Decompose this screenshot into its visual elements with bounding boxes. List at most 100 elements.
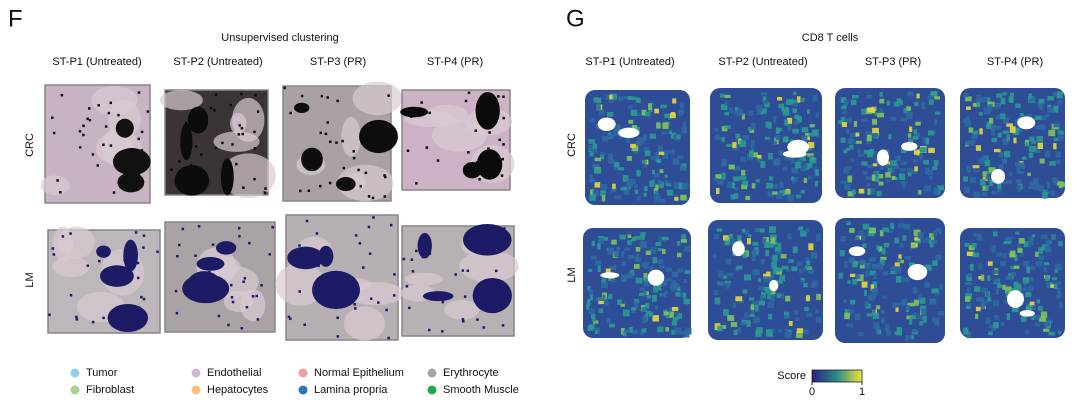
tissue-spot <box>931 288 939 293</box>
tissue-spot <box>753 318 761 324</box>
tissue-spot <box>993 148 1001 153</box>
tissue-spot <box>1000 322 1005 327</box>
tissue-spot <box>1028 152 1034 158</box>
legend-swatch <box>298 368 308 378</box>
tissue-spot <box>178 160 181 163</box>
tissue-spot <box>997 132 1002 138</box>
tissue-spot <box>591 313 596 320</box>
tissue-spot <box>91 153 95 156</box>
tissue-spot <box>666 189 674 196</box>
tissue-spot <box>865 176 872 181</box>
tissue-spot <box>787 233 792 240</box>
tissue-spot <box>733 329 739 335</box>
tissue-spot <box>353 303 356 306</box>
tissue-spot <box>854 236 860 240</box>
tissue-spot <box>454 273 457 276</box>
tissue-spot <box>767 190 775 197</box>
tissue-spot <box>996 283 1003 289</box>
tissue-spot <box>928 175 934 180</box>
tissue-region <box>96 245 111 258</box>
tissue-spot <box>1031 315 1035 320</box>
tissue-spot <box>965 116 970 122</box>
tissue-spot <box>724 101 728 106</box>
tissue-spot <box>1042 191 1048 199</box>
tissue-spot <box>882 227 889 232</box>
tissue-spot <box>645 111 651 117</box>
tissue-spot <box>486 100 489 103</box>
tissue-spot <box>342 166 346 170</box>
tissue-spot <box>315 232 319 235</box>
tissue-spot <box>371 196 375 200</box>
tissue-spot <box>1047 106 1054 113</box>
tissue-spot <box>69 232 72 235</box>
tissue-spot <box>966 274 972 281</box>
tissue-spot <box>913 129 918 135</box>
tissue-spot <box>751 139 756 146</box>
tissue-spot <box>1056 91 1063 99</box>
tissue-spot <box>917 232 924 239</box>
tissue-spot <box>1054 269 1058 273</box>
tissue-spot <box>230 283 233 287</box>
tissue-region <box>220 153 276 199</box>
tissue-spot <box>886 330 892 336</box>
tissue-spot <box>913 312 917 316</box>
tissue-spot <box>721 162 726 167</box>
tissue-spot <box>1004 286 1012 293</box>
tissue-spot <box>857 148 861 153</box>
tissue-spot <box>982 171 987 177</box>
tissue-spot <box>1046 182 1051 189</box>
tissue-spot <box>850 133 857 138</box>
tissue-spot <box>616 246 620 251</box>
tissue-spot <box>1010 250 1016 258</box>
tissue-spot <box>299 189 302 193</box>
tissue-spot <box>1010 265 1018 270</box>
tissue-spot <box>680 194 687 201</box>
tissue-spot <box>808 132 815 137</box>
tissue-spot <box>991 190 996 195</box>
tissue-spot <box>845 147 850 151</box>
tissue-spot <box>912 287 918 294</box>
tissue-spot <box>891 175 896 181</box>
tissue-spot <box>608 275 615 281</box>
tissue-spot <box>757 278 761 282</box>
tissue-spot <box>598 109 605 115</box>
tissue-spot <box>783 166 788 171</box>
tissue-spot <box>806 163 813 168</box>
tissue-spot <box>716 187 720 195</box>
tissue-spot <box>735 133 741 139</box>
tissue-spot <box>900 118 907 122</box>
tissue-spot <box>879 259 885 266</box>
tissue-spot <box>623 96 628 100</box>
tissue-spot <box>408 306 411 310</box>
tissue-spot <box>474 129 478 132</box>
tissue-spot <box>633 148 639 155</box>
tissue-spot <box>620 274 628 281</box>
tissue-spot <box>52 131 56 135</box>
tissue-spot <box>621 251 625 258</box>
tissue-spot <box>241 132 244 136</box>
tissue-spot <box>986 124 993 129</box>
tissue-spot <box>613 129 619 136</box>
tissue-region <box>472 277 512 314</box>
tissue-spot <box>792 108 798 113</box>
tissue-spot <box>973 191 981 199</box>
tissue-region <box>115 118 134 138</box>
tissue-spot <box>843 299 847 304</box>
tissue-spot <box>765 249 770 257</box>
tissue-spot <box>838 120 843 124</box>
tissue-spot <box>140 149 144 152</box>
tissue-spot <box>671 149 675 155</box>
tissue-spot <box>993 231 998 237</box>
tissue-spot <box>628 119 634 124</box>
tissue-spot <box>665 327 670 332</box>
tissue-spot <box>857 153 864 158</box>
tissue-spot <box>475 161 479 164</box>
tissue-spot <box>677 155 684 159</box>
tissue-spot <box>760 294 764 302</box>
tissue-spot <box>142 297 146 301</box>
tissue-spot <box>671 112 675 116</box>
tissue-spot <box>657 158 662 164</box>
legend-label: Fibroblast <box>86 384 134 396</box>
tissue-spot <box>354 307 357 310</box>
tissue-spot <box>971 243 977 248</box>
